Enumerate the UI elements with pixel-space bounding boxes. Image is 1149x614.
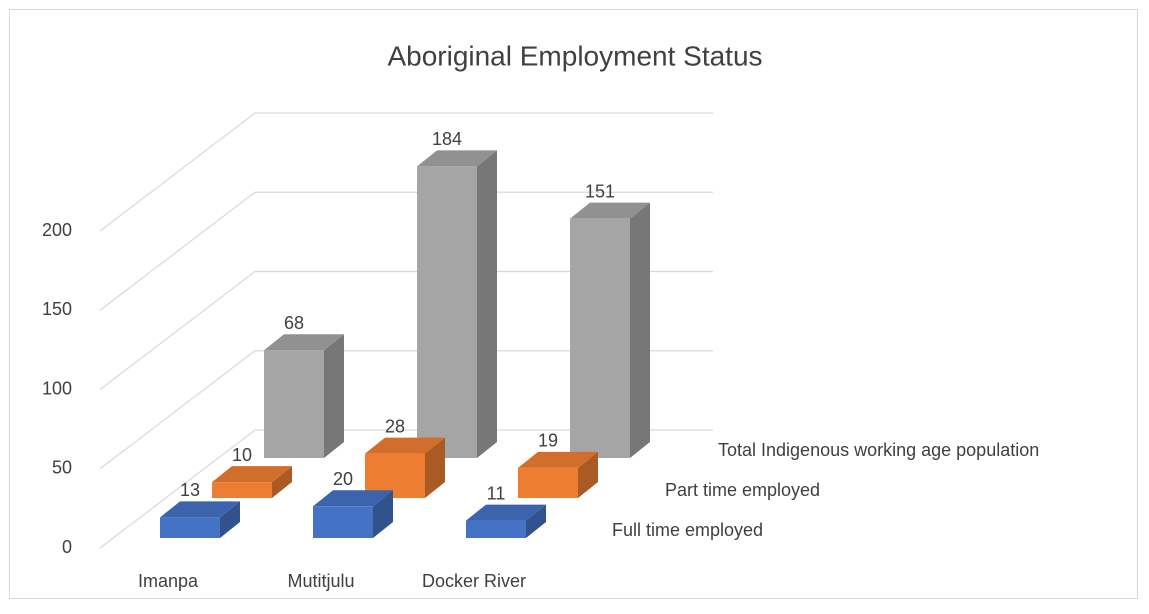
value-label: 10: [232, 445, 252, 465]
value-label: 13: [180, 480, 200, 500]
bar-top: [212, 466, 292, 483]
bar: [518, 467, 578, 498]
bar-top: [313, 490, 393, 507]
y-tick-label: 100: [42, 378, 72, 398]
bar-side: [477, 150, 497, 459]
bar: [417, 166, 477, 459]
bar-side: [425, 437, 445, 498]
series-label: Part time employed: [665, 480, 820, 500]
series-label: Full time employed: [612, 520, 763, 540]
bar-side: [578, 451, 598, 498]
bar-top: [570, 202, 650, 219]
bar-side: [220, 501, 240, 538]
bar-top: [160, 501, 240, 518]
bar-side: [373, 490, 393, 538]
grid-line: [99, 429, 713, 549]
value-label: 151: [585, 181, 615, 201]
value-label: 28: [385, 416, 405, 436]
x-tick-label: Docker River: [422, 571, 526, 591]
bar: [160, 517, 220, 538]
grid-line: [99, 191, 713, 311]
bar-side: [526, 504, 546, 538]
value-label: 19: [538, 431, 558, 451]
bar: [570, 218, 630, 458]
bar-top: [466, 504, 546, 521]
grid-line: [99, 270, 713, 390]
bar-top: [365, 437, 445, 454]
value-label: 20: [333, 469, 353, 489]
value-label: 11: [487, 483, 506, 503]
bar-side: [630, 202, 650, 458]
y-tick-label: 0: [62, 537, 72, 557]
bar: [313, 506, 373, 538]
grid-line: [99, 112, 713, 232]
series-label: Total Indigenous working age population: [718, 440, 1039, 460]
chart-title: Aboriginal Employment Status: [387, 40, 762, 71]
value-label: 68: [284, 313, 304, 333]
x-tick-label: Mutitjulu: [287, 571, 354, 591]
bar-top: [417, 150, 497, 167]
bar-top: [264, 334, 344, 351]
bar: [264, 350, 324, 458]
grid-line: [99, 350, 713, 470]
bar-side: [272, 466, 292, 498]
bar-side: [324, 334, 344, 458]
y-tick-label: 150: [42, 299, 72, 319]
bar: [466, 520, 526, 538]
y-tick-label: 200: [42, 220, 72, 240]
bar: [212, 482, 272, 498]
value-label: 184: [432, 129, 462, 149]
x-tick-label: Imanpa: [138, 571, 199, 591]
bar-top: [518, 451, 598, 468]
y-tick-label: 50: [52, 458, 72, 478]
